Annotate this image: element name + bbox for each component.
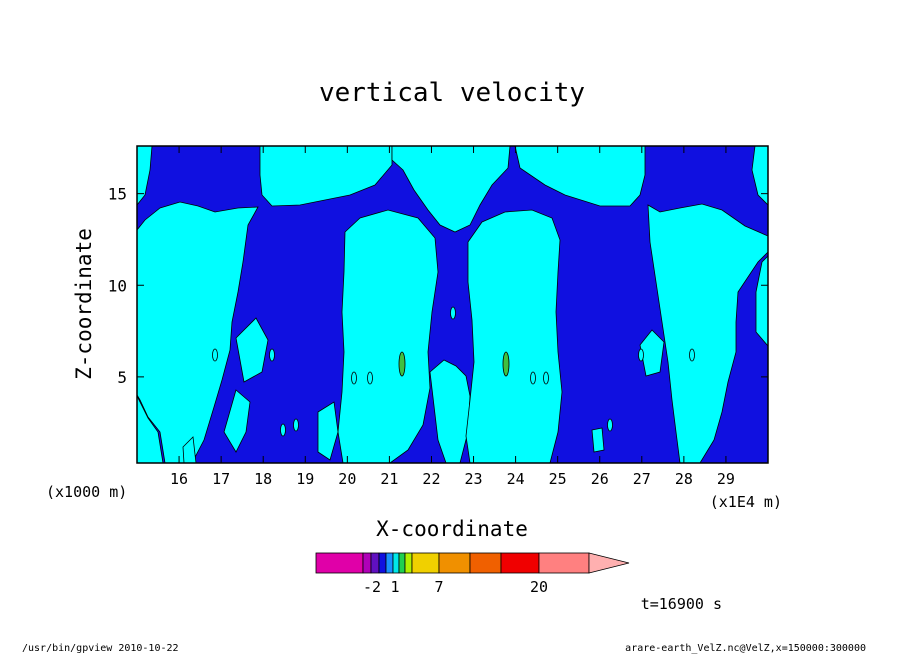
footer-right: arare-earth_VelZ.nc@VelZ,x=150000:300000 [625, 643, 866, 654]
positive-velocity-region [514, 145, 646, 207]
colorbar-segment [385, 552, 394, 574]
x-unit-right: (x1E4 m) [710, 493, 782, 511]
colorbar-tick-label: 20 [530, 578, 548, 596]
x-tick-label: 18 [254, 470, 272, 488]
colorbar-segment [411, 552, 440, 574]
x-tick-label: 20 [338, 470, 356, 488]
positive-velocity-region [639, 329, 665, 377]
colorbar-tick-label: 1 [390, 578, 399, 596]
y-tick-label: 5 [117, 368, 127, 387]
positive-velocity-spot [530, 371, 536, 385]
colorbar-segment [315, 552, 364, 574]
colorbar-segment [362, 552, 372, 574]
updraft-core-region [398, 351, 406, 377]
y-axis-label: Z-coordinate [72, 228, 96, 380]
x-tick-label: 22 [422, 470, 440, 488]
positive-velocity-region [391, 145, 511, 233]
positive-velocity-spot [212, 348, 218, 362]
x-axis: 16 17 18 19 20 21 22 23 24 25 26 27 28 29 [170, 146, 735, 488]
colorbar-segment [538, 552, 590, 574]
positive-velocity-spot [607, 418, 613, 432]
positive-velocity-spot [450, 306, 456, 320]
positive-velocity-region [647, 203, 769, 464]
positive-velocity-spot [367, 371, 373, 385]
colorbar-tick-label: 7 [434, 578, 443, 596]
colorbar-overflow-arrow [588, 552, 630, 574]
positive-velocity-region [591, 427, 605, 453]
plot-area [136, 145, 769, 464]
x-tick-label: 21 [380, 470, 398, 488]
x-tick-label: 27 [633, 470, 651, 488]
positive-velocity-spot [280, 423, 286, 437]
positive-velocity-region [223, 389, 251, 453]
positive-velocity-spot [293, 418, 299, 432]
x-tick-label: 17 [212, 470, 230, 488]
time-label: t=16900 s [641, 595, 722, 613]
x-tick-label: 25 [549, 470, 567, 488]
positive-velocity-spot [543, 371, 549, 385]
y-tick-label: 15 [108, 185, 127, 204]
x-tick-label: 23 [465, 470, 483, 488]
y-tick-label: 10 [108, 276, 127, 295]
colorbar-segment [398, 552, 406, 574]
x-tick-label: 28 [675, 470, 693, 488]
positive-velocity-region [755, 255, 769, 348]
x-tick-label: 24 [507, 470, 525, 488]
y-axis: 5 10 15 [108, 185, 768, 387]
footer-left: /usr/bin/gpview 2010-10-22 [22, 643, 179, 654]
colorbar-segment [469, 552, 502, 574]
x-tick-label: 19 [296, 470, 314, 488]
plot-frame [136, 145, 769, 464]
positive-velocity-spot [689, 348, 695, 362]
colorbar-segment [500, 552, 540, 574]
x-tick-label: 29 [717, 470, 735, 488]
positive-velocity-region [136, 201, 259, 464]
colorbar-segment [370, 552, 380, 574]
colorbar-segment [392, 552, 400, 574]
x-tick-label: 16 [170, 470, 188, 488]
positive-velocity-spot [269, 348, 275, 362]
colorbar-segment [404, 552, 413, 574]
updraft-core-region [502, 351, 510, 377]
positive-velocity-region [337, 209, 439, 464]
colorbar-segment [378, 552, 387, 574]
chart-title: vertical velocity [319, 78, 585, 108]
x-tick-label: 26 [591, 470, 609, 488]
colorbar-segment [438, 552, 471, 574]
positive-velocity-spot [351, 371, 357, 385]
positive-velocity-spot [638, 348, 644, 362]
positive-velocity-region [465, 209, 563, 464]
colorbar: -2 1 7 20 [315, 552, 630, 596]
positive-velocity-region [317, 401, 339, 461]
x-unit-left: (x1000 m) [46, 483, 127, 501]
colorbar-tick-label: -2 [363, 578, 381, 596]
positive-velocity-region [235, 317, 269, 383]
x-axis-label: X-coordinate [376, 517, 528, 541]
